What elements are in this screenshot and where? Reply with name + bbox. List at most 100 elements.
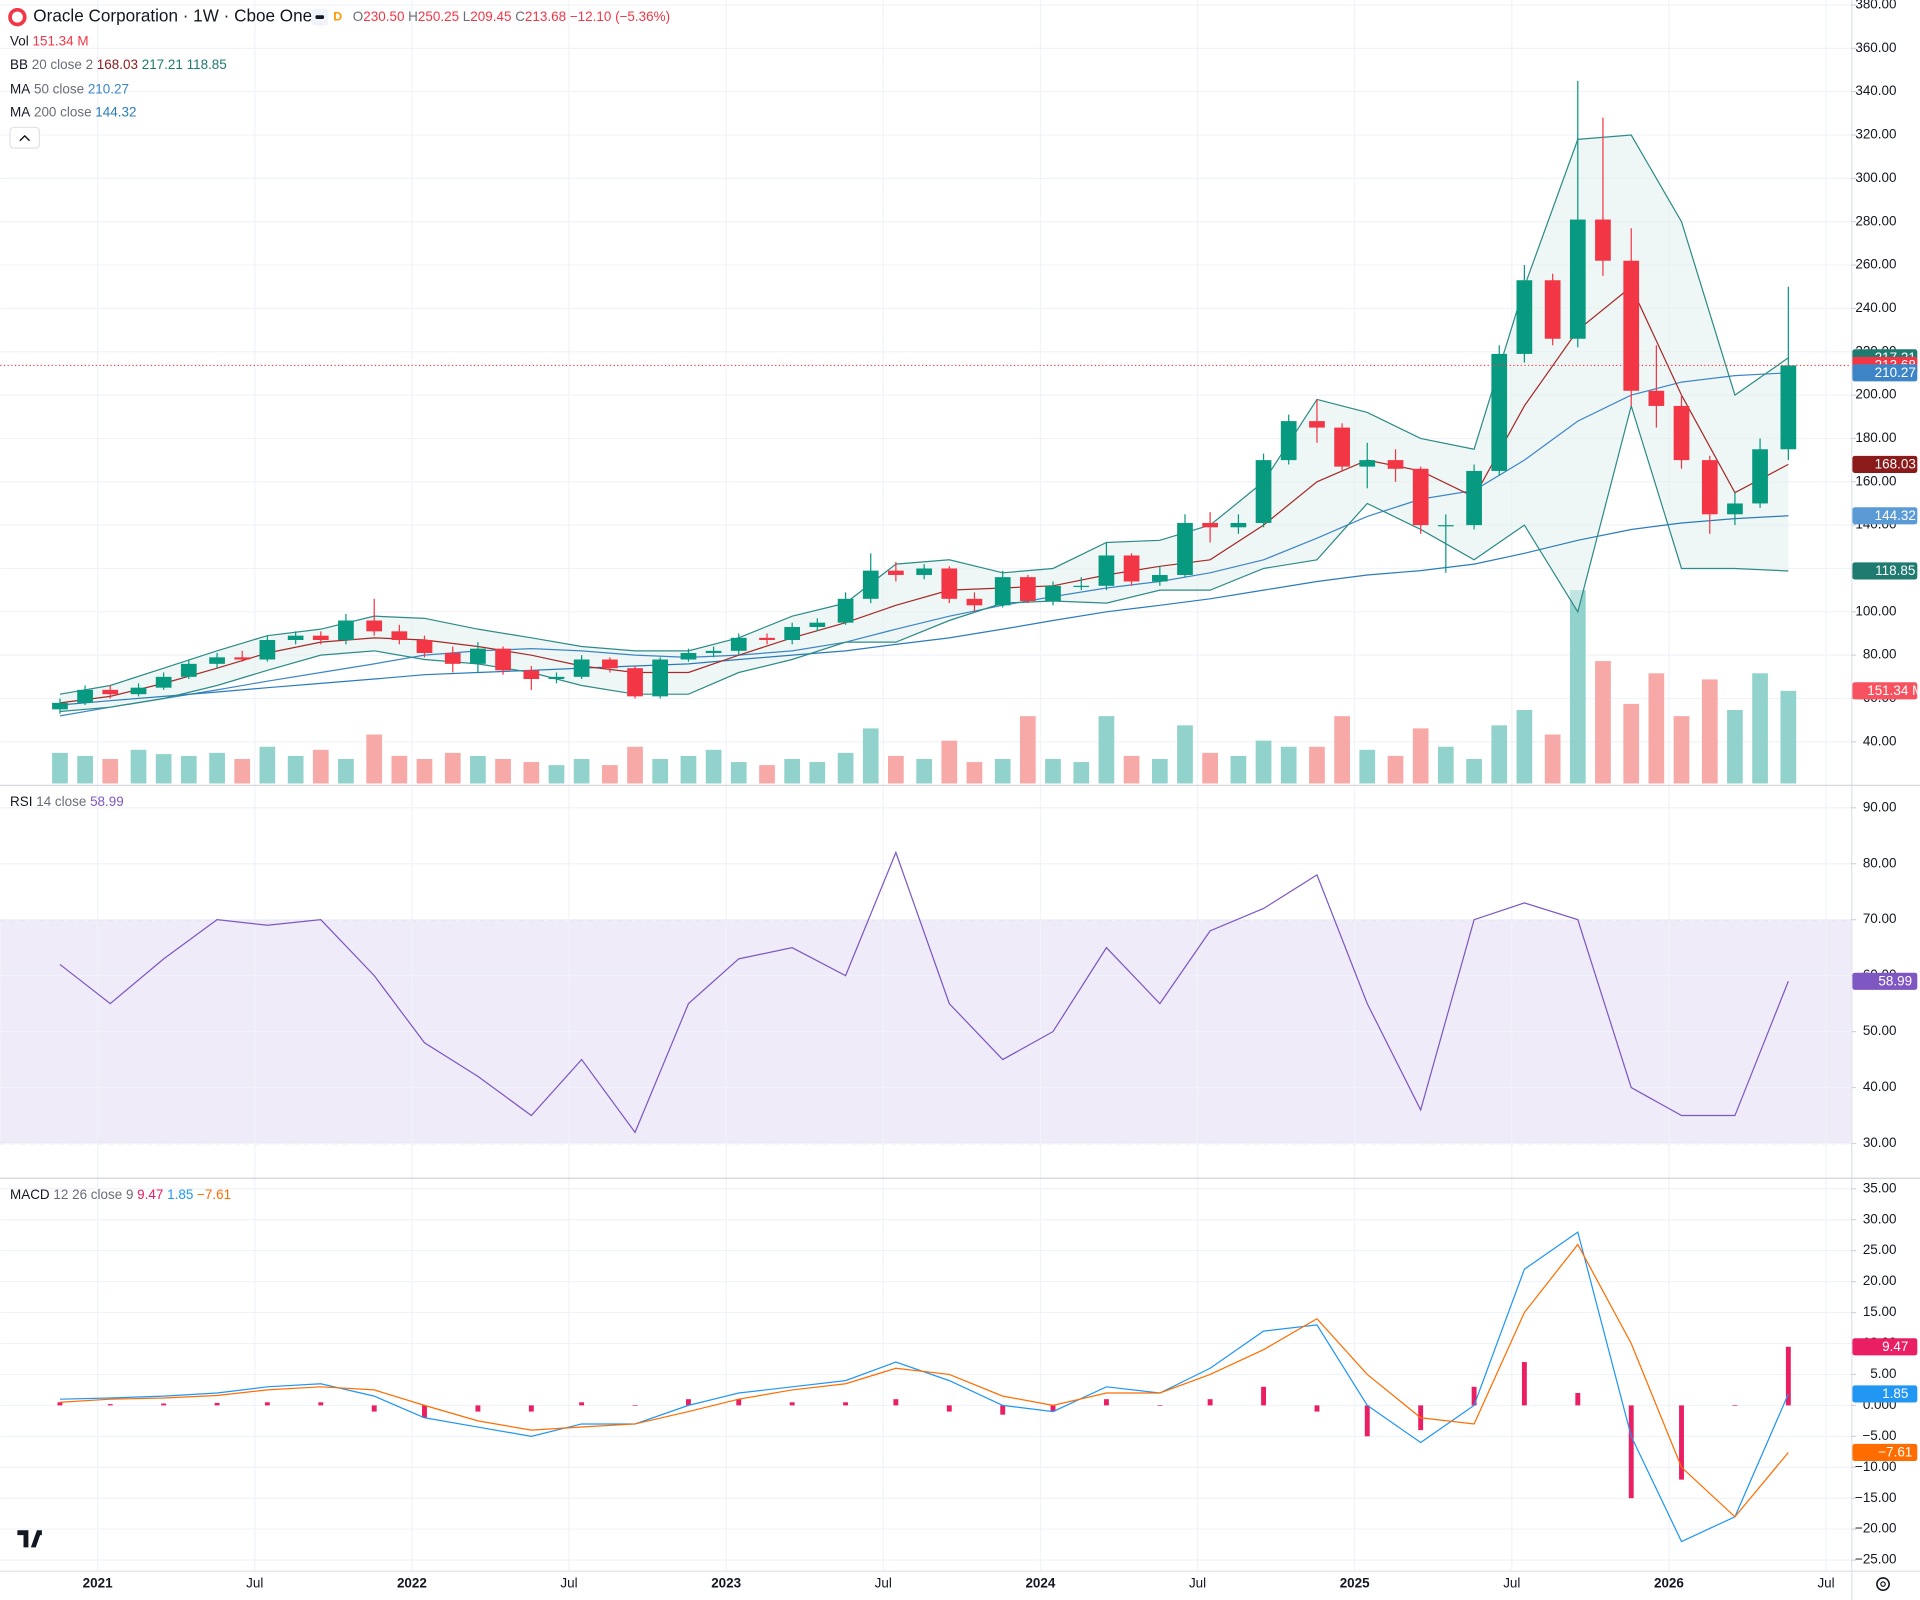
candle-body — [259, 639, 276, 660]
y-tick-label: 25.00 — [1863, 1242, 1897, 1257]
candle-body — [759, 637, 775, 640]
histogram-bar — [1207, 1399, 1213, 1406]
x-tick-label: Jul — [560, 1576, 577, 1591]
candle-body — [1466, 470, 1482, 526]
ma50-legend[interactable]: MA 50 close 210.27 — [10, 81, 129, 96]
grid — [0, 0, 1852, 1571]
x-tick-label: 2026 — [1654, 1576, 1684, 1591]
candle-body — [602, 659, 618, 669]
bb-legend[interactable]: BB 20 close 2 168.03 217.21 118.85 — [10, 56, 227, 71]
x-tick-label: 2021 — [83, 1576, 113, 1591]
volume-bar — [259, 746, 276, 784]
rsi-legend[interactable]: RSI 14 close 58.99 — [10, 793, 124, 808]
legend-value: 144.32 — [95, 104, 136, 119]
y-tick-label: 180.00 — [1855, 430, 1896, 445]
volume-bar — [862, 728, 879, 784]
volume-bar — [916, 758, 933, 784]
histogram-bar — [579, 1402, 585, 1406]
tradingview-logo[interactable] — [17, 1530, 42, 1548]
histogram-bar — [1785, 1346, 1791, 1406]
legend-name: MA — [10, 104, 30, 119]
volume-bar — [548, 765, 565, 784]
ma200-legend[interactable]: MA 200 close 144.32 — [10, 104, 136, 119]
ohlc-key: H — [408, 9, 418, 24]
volume-bar — [1280, 746, 1297, 784]
legend-value: 217.21 — [142, 56, 183, 71]
candle-body — [837, 598, 854, 623]
change: −12.10 (−5.36%) — [570, 9, 670, 24]
candle-body — [548, 676, 565, 680]
legend-value: 151.34 M — [32, 33, 88, 48]
legend-value: 168.03 — [97, 56, 138, 71]
legend-params: 20 close 2 — [32, 56, 93, 71]
settings-button[interactable] — [1876, 1577, 1890, 1592]
volume-bar — [416, 758, 433, 784]
histogram-bar — [686, 1399, 691, 1406]
x-tick-label: 2022 — [397, 1576, 427, 1591]
plot — [0, 80, 1852, 1543]
y-tick-label: 360.00 — [1855, 40, 1896, 55]
candle-body — [102, 689, 119, 695]
legend-value: 9.47 — [137, 1186, 163, 1201]
candle-body — [416, 639, 433, 654]
ohlc-key: O — [353, 9, 363, 24]
y-tick-label: 80.00 — [1863, 647, 1897, 662]
candle-body — [916, 568, 933, 575]
histogram-bar — [1679, 1405, 1684, 1480]
y-tick-label: 240.00 — [1855, 300, 1896, 315]
x-tick-label: Jul — [246, 1576, 263, 1591]
candle-body — [784, 626, 801, 640]
y-tick-label: 15.00 — [1863, 1304, 1897, 1319]
legend-value: 58.99 — [90, 793, 124, 808]
volume-bar — [1359, 749, 1376, 784]
candle-body — [1202, 522, 1218, 528]
candle-body — [209, 657, 225, 664]
candle-body — [130, 687, 147, 695]
y-tick-label: 90.00 — [1863, 799, 1897, 814]
legend-value: −7.61 — [197, 1186, 231, 1201]
y-tick-label: 320.00 — [1855, 127, 1896, 142]
volume-bar — [180, 755, 197, 784]
candle-body — [312, 635, 329, 640]
vol-legend[interactable]: Vol 151.34 M — [10, 33, 89, 48]
ohlc-value: 230.50 — [363, 9, 404, 24]
macd-legend[interactable]: MACD 12 26 close 9 9.47 1.85 −7.61 — [10, 1186, 231, 1201]
y-tick-label: 340.00 — [1855, 83, 1896, 98]
volume-bar — [287, 755, 304, 784]
volume-bar — [837, 752, 854, 784]
candle-body — [1673, 405, 1690, 461]
price-badge — [1852, 364, 1918, 382]
volume-bar — [155, 754, 172, 784]
volume-bar — [1387, 755, 1404, 784]
y-tick-label: 50.00 — [1863, 1023, 1897, 1038]
volume-bar — [1151, 758, 1168, 784]
y-tick-label: 80.00 — [1863, 855, 1897, 870]
x-tick-label: Jul — [1817, 1576, 1834, 1591]
histogram-bar — [1050, 1405, 1056, 1412]
collapse-button[interactable] — [9, 126, 41, 149]
histogram-bar — [214, 1402, 220, 1406]
price-badge-label: 144.32 — [1875, 508, 1916, 523]
y-tick-label: −20.00 — [1855, 1521, 1897, 1536]
price-badge — [1852, 682, 1918, 700]
candle-body — [234, 657, 251, 660]
candle-body — [1098, 555, 1115, 586]
volume-bar — [1177, 725, 1193, 784]
volume-bar — [809, 762, 826, 784]
volume-bar — [338, 758, 354, 784]
volume-bar — [1595, 661, 1611, 784]
volume-bar — [312, 749, 329, 784]
candle-body — [1045, 585, 1061, 601]
volume-bar — [366, 734, 383, 784]
delay-flag[interactable]: D — [333, 9, 342, 23]
price-badge-label: −7.61 — [1878, 1445, 1912, 1460]
candle-body — [809, 622, 826, 627]
y-tick-label: 20.00 — [1863, 1273, 1897, 1288]
legend-value: 118.85 — [187, 56, 227, 71]
y-tick-label: 200.00 — [1855, 387, 1896, 402]
volume-bar — [759, 765, 775, 784]
volume-bar — [1123, 755, 1140, 784]
symbol-title[interactable]: Oracle Corporation · 1W · Cboe One — [33, 6, 312, 26]
volume-bar — [130, 749, 147, 784]
